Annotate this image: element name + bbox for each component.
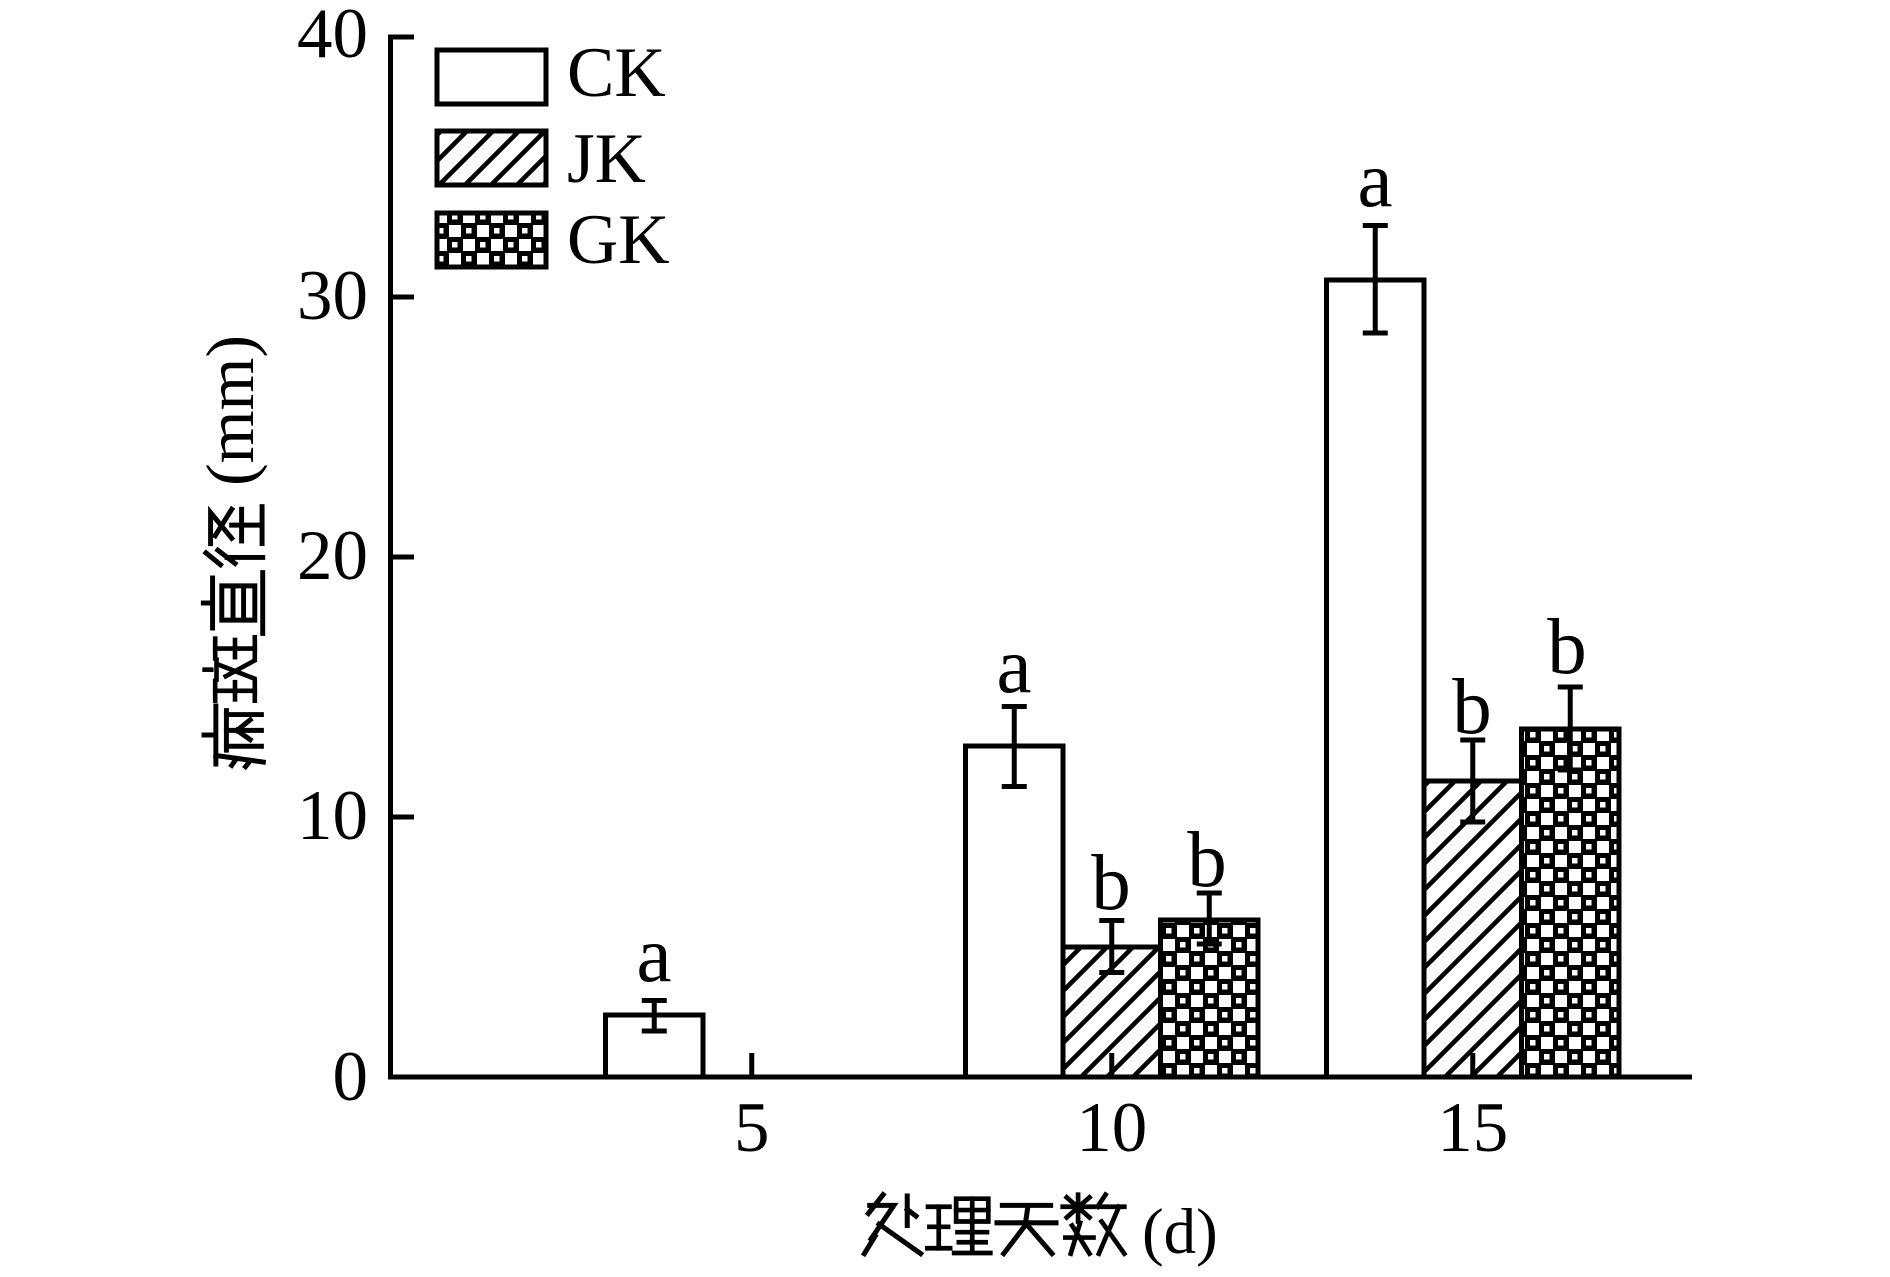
svg-text:b: b [1547,604,1587,691]
svg-text:a: a [636,912,671,999]
svg-text:CK: CK [567,34,666,112]
svg-text:40: 40 [297,0,368,73]
svg-text:b: b [1187,817,1227,904]
svg-text:0: 0 [333,1038,369,1116]
svg-text:30: 30 [297,257,368,335]
svg-text:a: a [1357,137,1392,224]
svg-text:15: 15 [1437,1089,1508,1167]
svg-text:b: b [1091,840,1131,927]
svg-text:b: b [1452,664,1492,751]
svg-text:5: 5 [734,1089,770,1167]
svg-text:(d): (d) [1142,1196,1218,1268]
svg-text:JK: JK [567,120,646,198]
svg-text:a: a [996,623,1031,710]
svg-text:10: 10 [1076,1089,1147,1167]
svg-text:10: 10 [297,777,368,855]
svg-text:20: 20 [297,517,368,595]
svg-text:(mm): (mm) [192,335,268,486]
svg-text:GK: GK [567,201,670,279]
